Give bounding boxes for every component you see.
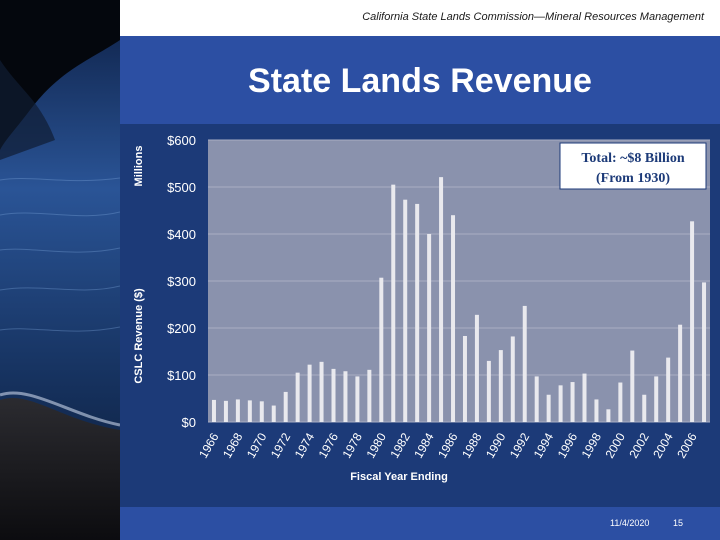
bar-1968 — [235, 399, 240, 422]
bar-1990 — [498, 350, 503, 422]
x-tick-label: 1994 — [531, 430, 557, 460]
footer-date: 11/4/2020 — [610, 518, 650, 528]
y-tick-label: $500 — [167, 180, 196, 195]
y-tick-label: $100 — [167, 368, 196, 383]
bar-1991 — [510, 336, 515, 422]
bar-1996 — [570, 382, 575, 422]
y-tick-label: $300 — [167, 274, 196, 289]
bar-1976 — [331, 368, 336, 422]
y-axis-units: Millions — [133, 146, 145, 187]
bar-1967 — [223, 400, 228, 422]
bar-1975 — [319, 361, 324, 422]
x-tick-label: 1992 — [507, 430, 533, 460]
bar-1982 — [403, 199, 408, 422]
bar-1995 — [558, 385, 563, 422]
bar-2004 — [666, 357, 671, 422]
x-tick-label: 1988 — [459, 430, 485, 460]
bar-2006 — [690, 221, 695, 422]
x-tick-label: 1968 — [220, 430, 246, 460]
bar-1984 — [427, 234, 432, 422]
x-tick-label: 1970 — [244, 430, 270, 460]
x-axis-title: Fiscal Year Ending — [350, 471, 448, 483]
x-tick-label: 1972 — [268, 430, 294, 460]
x-tick-label: 1978 — [340, 430, 366, 460]
slide-title: State Lands Revenue — [248, 62, 592, 100]
y-tick-label: $200 — [167, 321, 196, 336]
x-tick-label: 1966 — [196, 430, 222, 460]
annotation-total: Total: ~$8 Billion — [581, 151, 684, 166]
bars — [211, 177, 707, 422]
bar-1974 — [307, 364, 312, 422]
bar-1971 — [271, 405, 276, 422]
gridlines — [208, 139, 710, 423]
bar-1973 — [295, 372, 300, 422]
y-axis-title: CSLC Revenue ($) — [133, 288, 145, 384]
x-tick-labels: 1966196819701972197419761978198019821984… — [196, 430, 700, 460]
bar-1994 — [546, 394, 551, 422]
bar-2007 — [702, 282, 707, 422]
x-tick-label: 2004 — [650, 430, 676, 460]
bar-1997 — [582, 373, 587, 422]
x-tick-label: 1990 — [483, 430, 509, 460]
x-tick-label: 1982 — [387, 430, 413, 460]
y-tick-label: $600 — [167, 133, 196, 148]
y-tick-label: $400 — [167, 227, 196, 242]
bar-1966 — [211, 399, 216, 422]
bar-1986 — [451, 215, 456, 422]
bar-1981 — [391, 184, 396, 422]
bar-1972 — [283, 391, 288, 422]
x-tick-label: 1986 — [435, 430, 461, 460]
bar-1977 — [343, 371, 348, 422]
bar-1998 — [594, 399, 599, 422]
bar-1999 — [606, 409, 611, 422]
x-tick-label: 2006 — [674, 430, 700, 460]
bar-1979 — [367, 369, 372, 422]
bar-2000 — [618, 382, 623, 422]
x-tick-label: 1980 — [363, 430, 389, 460]
bar-1970 — [259, 401, 264, 422]
x-tick-label: 1996 — [555, 430, 581, 460]
x-tick-label: 1998 — [579, 430, 605, 460]
header-bar — [120, 0, 720, 36]
bar-1992 — [522, 305, 527, 422]
bar-1987 — [462, 335, 467, 422]
x-tick-label: 2000 — [602, 430, 628, 460]
x-tick-label: 1984 — [411, 430, 437, 460]
bar-2002 — [642, 394, 647, 422]
bar-1978 — [355, 376, 360, 422]
bar-1989 — [486, 360, 491, 422]
bar-2005 — [678, 324, 683, 422]
bar-1980 — [379, 277, 384, 422]
annotation-from: (From 1930) — [596, 171, 670, 186]
annotation-box — [559, 142, 707, 190]
revenue-bar-chart: $0$100$200$300$400$500$600 1966196819701… — [133, 133, 710, 483]
coastal-photo — [0, 0, 120, 540]
y-tick-label: $0 — [182, 415, 196, 430]
bar-1993 — [534, 376, 539, 422]
header-subtitle: California State Lands Commission—Minera… — [362, 11, 704, 23]
total-annotation-box: Total: ~$8 Billion (From 1930) — [559, 142, 707, 190]
x-tick-label: 1974 — [292, 430, 318, 460]
bar-1969 — [247, 400, 252, 422]
bar-2003 — [654, 376, 659, 422]
y-tick-labels: $0 $100 $200 $300 $400 $500 $600 — [167, 133, 196, 430]
bar-2001 — [630, 350, 635, 422]
bar-1983 — [415, 203, 420, 422]
x-tick-label: 2002 — [626, 430, 652, 460]
bar-1985 — [439, 177, 444, 422]
bar-1988 — [474, 314, 479, 422]
page-number: 15 — [673, 518, 684, 528]
x-tick-label: 1976 — [316, 430, 342, 460]
